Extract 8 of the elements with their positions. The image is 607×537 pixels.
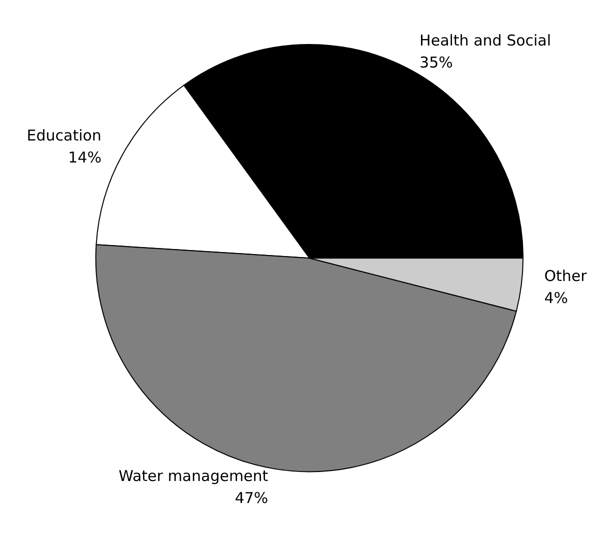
data-label: 4%	[544, 289, 568, 308]
data-label: 47%	[234, 488, 268, 507]
slice-label: Water management	[118, 466, 268, 485]
slice-label: Education	[26, 126, 102, 144]
data-label: 35%	[420, 54, 453, 72]
slice-label: Other	[544, 267, 588, 286]
slice-label: Health and Social	[420, 32, 552, 50]
data-label: 14%	[68, 148, 102, 166]
